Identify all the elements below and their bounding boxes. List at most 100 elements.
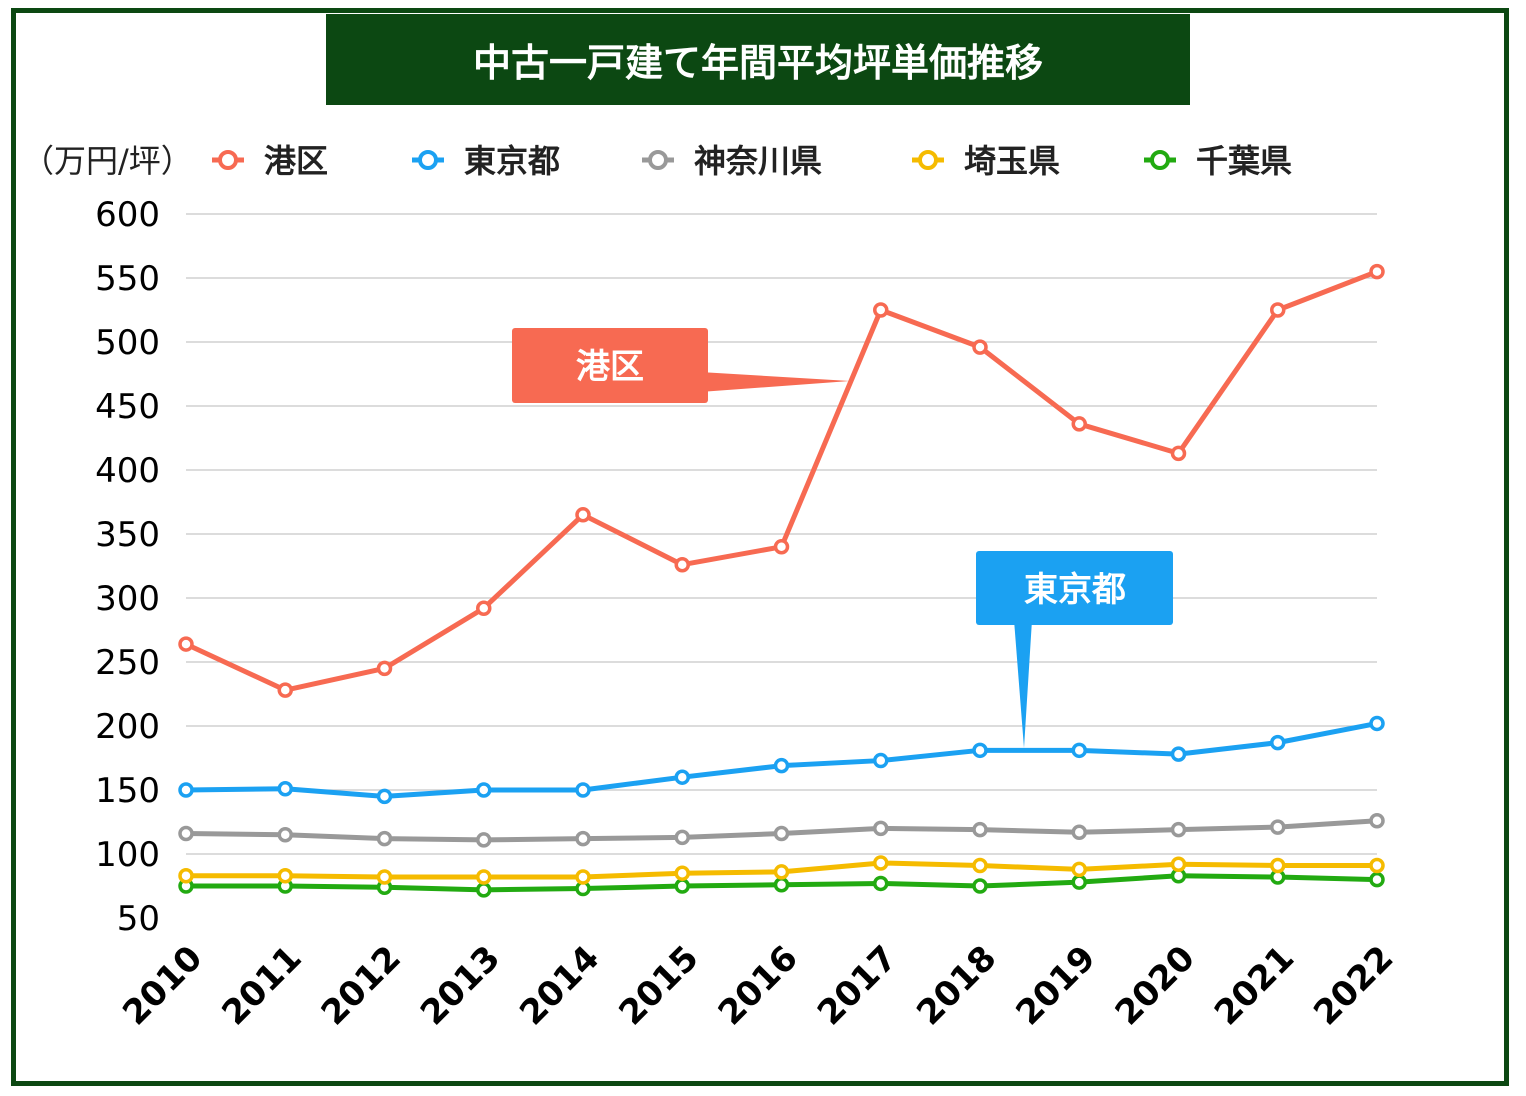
x-tick-label: 2014 [512,938,607,1033]
series-神奈川県 [178,812,1385,848]
callout-minato: 港区 [512,328,850,403]
y-tick-label: 200 [95,707,160,747]
callout-box [512,328,708,403]
data-point [1369,715,1385,732]
data-point [972,339,988,355]
data-point [476,832,492,848]
chart-title: 中古一戸建て年間平均坪単価推移 [326,14,1190,105]
callout-pointer [1014,620,1032,748]
legend-item: 埼玉県 [912,142,1060,180]
series-line [184,269,1378,693]
legend-swatch-marker [648,150,668,170]
x-tick-label: 2020 [1108,938,1203,1033]
legend-swatch-marker [218,150,238,170]
data-point [1170,856,1187,872]
data-point [873,820,889,837]
data-point [476,600,492,616]
data-point [1170,445,1187,462]
data-point [1071,824,1087,840]
x-tick-label: 2021 [1207,938,1302,1033]
y-tick-label: 150 [95,771,160,811]
data-point [674,878,690,894]
data-point [178,636,194,652]
data-point [1071,416,1087,432]
series-東京都 [178,715,1385,805]
data-point [277,868,293,884]
data-point [773,539,790,555]
x-tick-label: 2012 [314,938,409,1033]
legend-label: 千葉県 [1196,142,1292,180]
data-point [674,769,690,785]
series-group [178,263,1385,898]
data-point [773,825,790,842]
legend-item: 千葉県 [1144,142,1292,180]
y-axis-unit-label: （万円/坪） [22,142,193,180]
data-point [277,827,293,843]
data-point [476,882,492,898]
x-tick-label: 2016 [711,938,806,1033]
legend-label: 東京都 [464,142,560,180]
y-tick-label: 50 [117,899,160,939]
y-axis-ticks: 50 100 150 200 250 300 350 400 450 500 550 600 [95,195,160,939]
data-point [873,855,889,871]
series-埼玉県 [178,855,1385,885]
legend-swatch-marker [1150,150,1170,170]
data-point [1270,302,1286,318]
data-point [178,782,194,798]
data-point [773,876,790,893]
data-point [873,875,889,892]
callout-tokyo: 東京都 [976,551,1173,748]
data-point [575,869,591,885]
legend-swatch-marker [418,150,438,170]
y-tick-label: 450 [95,387,160,427]
data-point [1270,734,1286,751]
data-point [575,507,591,523]
x-tick-label: 2019 [1008,938,1103,1033]
x-tick-label: 2017 [810,938,905,1033]
data-point [277,780,293,797]
data-point [376,660,393,677]
y-tick-label: 250 [95,643,160,683]
data-point [1369,871,1385,888]
data-point [376,788,393,805]
data-point [1071,861,1087,878]
x-axis-ticks: 2010 2011 2012 2013 2014 2015 2016 2017 2018 2019… [115,938,1401,1033]
legend-item: 神奈川県 [642,142,822,180]
callout-pointer [700,372,850,392]
data-point [972,857,988,874]
data-point [773,757,790,774]
data-point [1170,821,1187,838]
x-tick-label: 2010 [115,938,210,1033]
callout-box [976,551,1173,625]
legend: 港区 東京都 神奈川県 埼玉県 千葉県 [212,142,1292,180]
chart-frame [11,8,1509,1086]
data-point [376,830,393,847]
series-港区 [178,263,1385,698]
data-point [1071,874,1087,890]
legend-swatch-marker [918,150,938,170]
y-tick-label: 550 [95,259,160,299]
data-point [1369,857,1385,874]
data-point [873,752,889,769]
data-point [575,830,591,847]
data-point [873,302,889,318]
data-point [972,821,988,838]
y-tick-label: 400 [95,451,160,491]
data-point [1369,812,1385,829]
y-tick-label: 600 [95,195,160,235]
callout-label: 東京都 [1024,570,1126,610]
x-tick-label: 2018 [909,938,1004,1033]
x-tick-label: 2015 [611,938,706,1033]
x-tick-label: 2013 [413,938,508,1033]
data-point [476,782,492,798]
data-point [1369,263,1385,280]
y-tick-label: 300 [95,579,160,619]
data-point [575,782,591,798]
data-point [972,742,988,759]
y-tick-label: 100 [95,835,160,875]
data-point [674,829,690,846]
y-tick-label: 350 [95,515,160,555]
data-point [476,869,492,885]
legend-label: 埼玉県 [964,142,1060,180]
